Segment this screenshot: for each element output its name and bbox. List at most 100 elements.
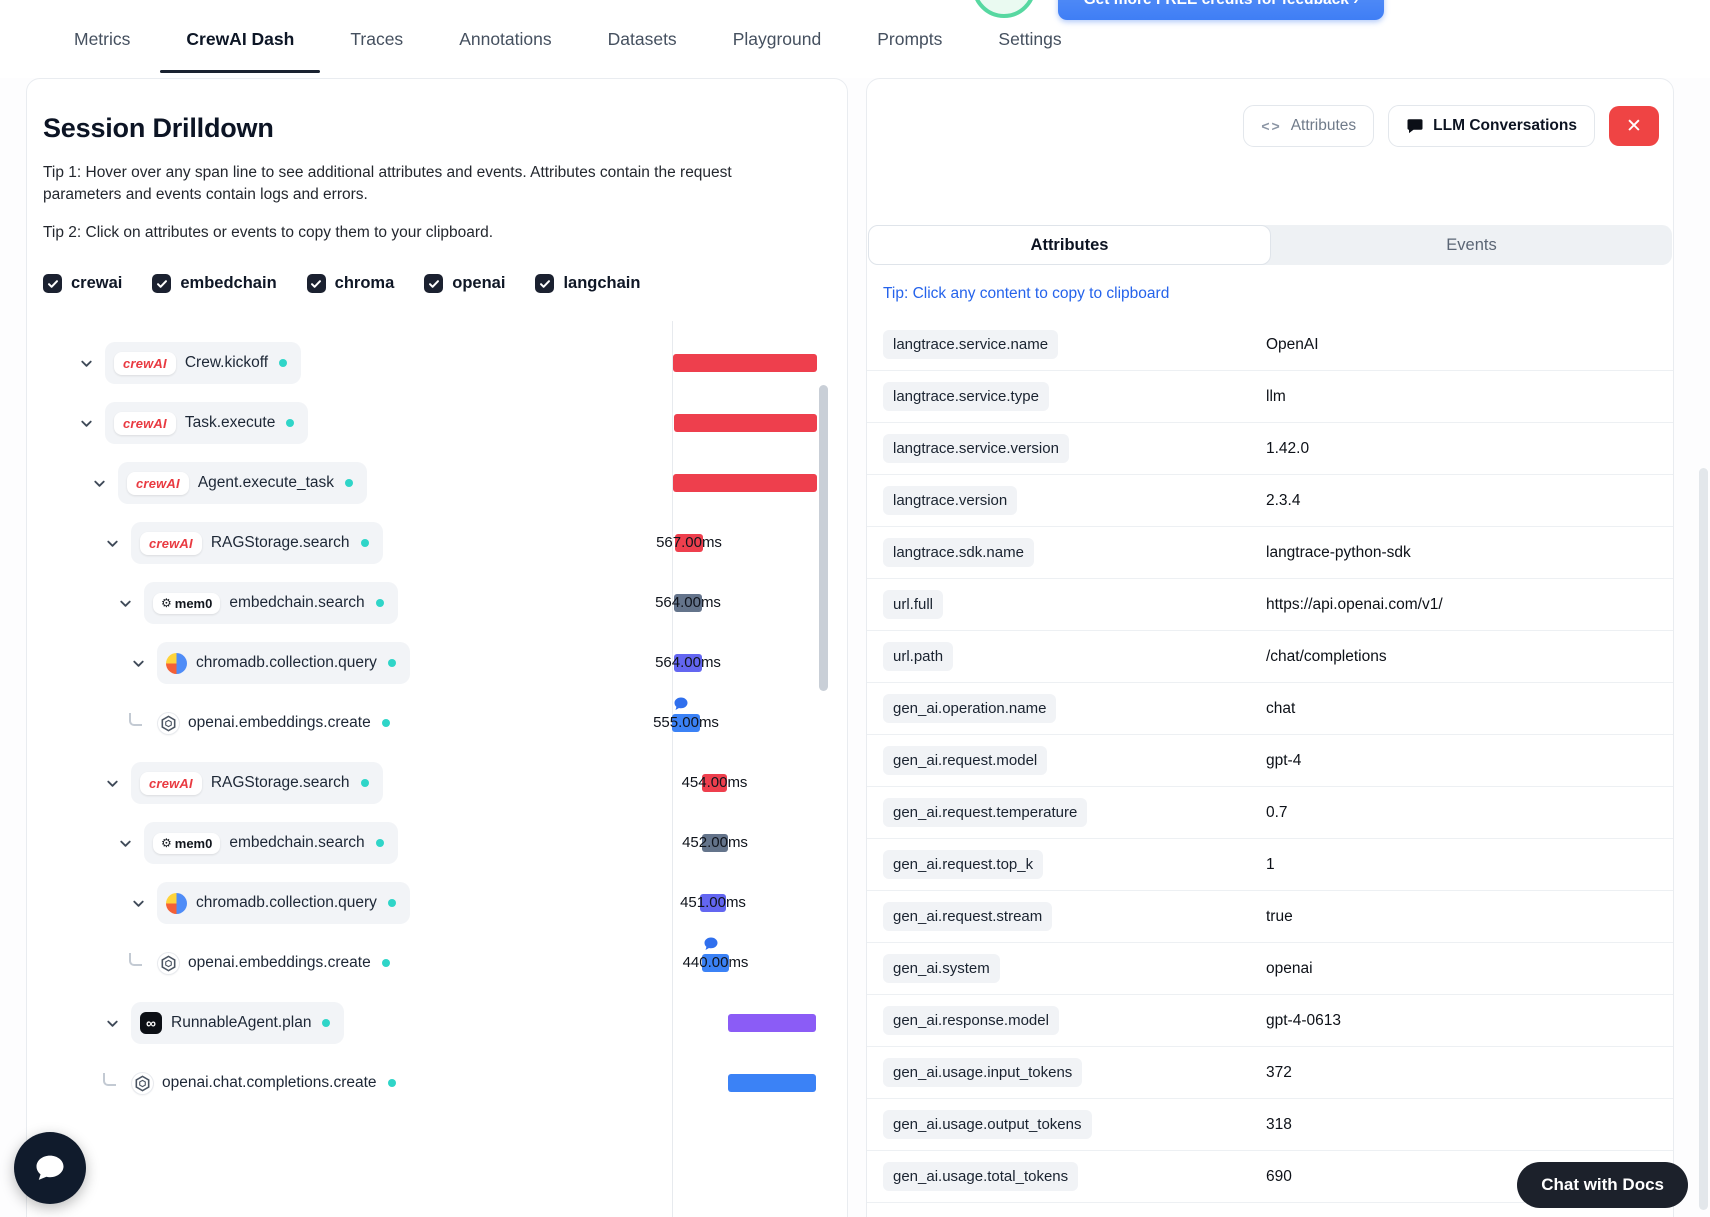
tree-scrollbar-thumb[interactable] [819,385,828,691]
attributes-button[interactable]: <> Attributes [1243,105,1375,147]
llm-conversations-button[interactable]: LLM Conversations [1388,105,1595,147]
span-row-openai-embeddings-create[interactable]: openai.embeddings.create 555.00ms [27,693,847,753]
attr-row-gen-ai-request-top-k[interactable]: gen_ai.request.top_k 1 [867,839,1673,891]
attribute-value[interactable]: 372 [1266,1063,1292,1081]
span-duration-bar[interactable] [674,414,817,432]
attribute-value[interactable]: /chat/completions [1266,647,1387,665]
attribute-value[interactable]: 318 [1266,1115,1292,1133]
attribute-value[interactable]: 0.7 [1266,803,1288,821]
span-duration-bar[interactable] [728,1014,816,1032]
span-row-ragstorage-search[interactable]: crewAI RAGStorage.search 454.00ms [27,753,847,813]
attribute-value[interactable]: true [1266,907,1293,925]
attribute-key[interactable]: gen_ai.usage.output_tokens [883,1110,1092,1139]
tab-annotations[interactable]: Annotations [459,0,551,78]
attr-row-langtrace-service-version[interactable]: langtrace.service.version 1.42.0 [867,423,1673,475]
attribute-key[interactable]: gen_ai.request.stream [883,902,1053,931]
span-duration-bar[interactable]: 452.00ms [682,834,748,852]
span-chip[interactable]: crewAI RAGStorage.search [131,522,383,564]
span-row-task-execute[interactable]: crewAI Task.execute [27,393,847,453]
page-scrollbar-thumb[interactable] [1699,468,1708,1210]
attr-row-gen-ai-request-temperature[interactable]: gen_ai.request.temperature 0.7 [867,787,1673,839]
attribute-key[interactable]: langtrace.version [883,486,1018,515]
attribute-value[interactable]: OpenAI [1266,335,1319,353]
span-row-agent-execute-task[interactable]: crewAI Agent.execute_task [27,453,847,513]
chevron-down-icon[interactable] [125,656,151,671]
span-duration-bar[interactable]: 454.00ms [682,774,747,792]
attr-row-gen-ai-request-stream[interactable]: gen_ai.request.stream true [867,891,1673,943]
span-row-chromadb-collection-query[interactable]: chromadb.collection.query 564.00ms [27,633,847,693]
chat-widget-launcher[interactable] [14,1132,86,1204]
attribute-key[interactable]: langtrace.service.version [883,434,1069,463]
span-chip[interactable]: ⚙ mem0 embedchain.search [144,822,398,864]
attr-row-gen-ai-system[interactable]: gen_ai.system openai [867,943,1673,995]
attribute-key[interactable]: gen_ai.request.temperature [883,798,1088,827]
checkbox-checked-icon[interactable] [306,274,326,293]
span-row-chromadb-collection-query[interactable]: chromadb.collection.query 451.00ms [27,873,847,933]
chat-with-docs-button[interactable]: Chat with Docs [1517,1162,1688,1208]
tab-attributes[interactable]: Attributes [868,225,1271,265]
attribute-value[interactable]: openai [1266,959,1313,977]
tab-metrics[interactable]: Metrics [74,0,130,78]
span-duration-bar[interactable]: 440.00ms [683,937,748,972]
attr-row-langtrace-service-type[interactable]: langtrace.service.type llm [867,371,1673,423]
attribute-key[interactable]: gen_ai.response.model [883,1006,1059,1035]
attribute-key[interactable]: gen_ai.operation.name [883,694,1057,723]
filter-embedchain[interactable]: embedchain [152,274,277,293]
span-row-openai-chat-completions-create[interactable]: openai.chat.completions.create [27,1053,847,1113]
span-duration-bar[interactable] [728,1074,816,1092]
attribute-value[interactable]: chat [1266,699,1296,717]
tab-prompts[interactable]: Prompts [877,0,942,78]
attribute-value[interactable]: llm [1266,387,1286,405]
span-duration-bar[interactable]: 567.00ms [656,534,722,552]
attribute-key[interactable]: gen_ai.system [883,954,1000,983]
attribute-key[interactable]: gen_ai.usage.input_tokens [883,1058,1083,1087]
filter-langchain[interactable]: langchain [535,274,640,293]
span-row-openai-embeddings-create[interactable]: openai.embeddings.create 440.00ms [27,933,847,993]
chevron-down-icon[interactable] [125,896,151,911]
attribute-value[interactable]: langtrace-python-sdk [1266,543,1411,561]
span-chip[interactable]: chromadb.collection.query [157,882,410,924]
attribute-key[interactable]: gen_ai.usage.total_tokens [883,1162,1079,1191]
attribute-key[interactable]: langtrace.sdk.name [883,538,1034,567]
span-chip[interactable]: openai.embeddings.create [158,942,404,984]
span-row-ragstorage-search[interactable]: crewAI RAGStorage.search 567.00ms [27,513,847,573]
checkbox-checked-icon[interactable] [43,274,62,293]
attribute-value[interactable]: gpt-4-0613 [1266,1011,1341,1029]
attribute-key[interactable]: url.full [883,590,944,619]
attribute-key[interactable]: langtrace.service.type [883,382,1049,411]
span-duration-bar[interactable]: 451.00ms [680,894,746,912]
attribute-key[interactable]: gen_ai.request.top_k [883,850,1044,879]
tab-crewai-dash[interactable]: CrewAI Dash [160,0,321,78]
attr-row-gen-ai-request-model[interactable]: gen_ai.request.model gpt-4 [867,735,1673,787]
chevron-down-icon[interactable] [73,356,99,371]
attribute-value[interactable]: gpt-4 [1266,751,1302,769]
filter-chroma[interactable]: chroma [306,274,394,293]
chevron-down-icon[interactable] [99,1016,125,1031]
attribute-value[interactable]: 1 [1266,855,1275,873]
attribute-value[interactable]: 1.42.0 [1266,439,1310,457]
close-button[interactable]: ✕ [1609,106,1659,146]
span-chip[interactable]: openai.chat.completions.create [132,1062,410,1104]
span-chip[interactable]: chromadb.collection.query [157,642,410,684]
attr-row-langtrace-version[interactable]: langtrace.version 2.3.4 [867,475,1673,527]
checkbox-checked-icon[interactable] [535,274,555,293]
chevron-down-icon[interactable] [112,596,138,611]
free-credits-button[interactable]: Get more FREE credits for feedback › [1058,0,1384,20]
chevron-down-icon[interactable] [99,776,125,791]
tab-events[interactable]: Events [1446,235,1497,254]
attribute-value[interactable]: https://api.openai.com/v1/ [1266,595,1443,613]
attr-row-url-path[interactable]: url.path /chat/completions [867,631,1673,683]
tab-playground[interactable]: Playground [733,0,822,78]
span-chip[interactable]: openai.embeddings.create [158,702,404,744]
span-row-crew-kickoff[interactable]: crewAI Crew.kickoff [27,333,847,393]
checkbox-checked-icon[interactable] [424,274,444,293]
span-duration-bar[interactable] [673,354,817,372]
attr-row-url-full[interactable]: url.full https://api.openai.com/v1/ [867,579,1673,631]
attr-row-gen-ai-operation-name[interactable]: gen_ai.operation.name chat [867,683,1673,735]
attr-row-gen-ai-usage-input-tokens[interactable]: gen_ai.usage.input_tokens 372 [867,1047,1673,1099]
span-chip[interactable]: ⚙ mem0 embedchain.search [144,582,398,624]
span-chip[interactable]: ∞ RunnableAgent.plan [131,1002,345,1044]
span-row-embedchain-search[interactable]: ⚙ mem0 embedchain.search 452.00ms [27,813,847,873]
tab-datasets[interactable]: Datasets [608,0,677,78]
span-duration-bar[interactable]: 564.00ms [655,594,721,612]
